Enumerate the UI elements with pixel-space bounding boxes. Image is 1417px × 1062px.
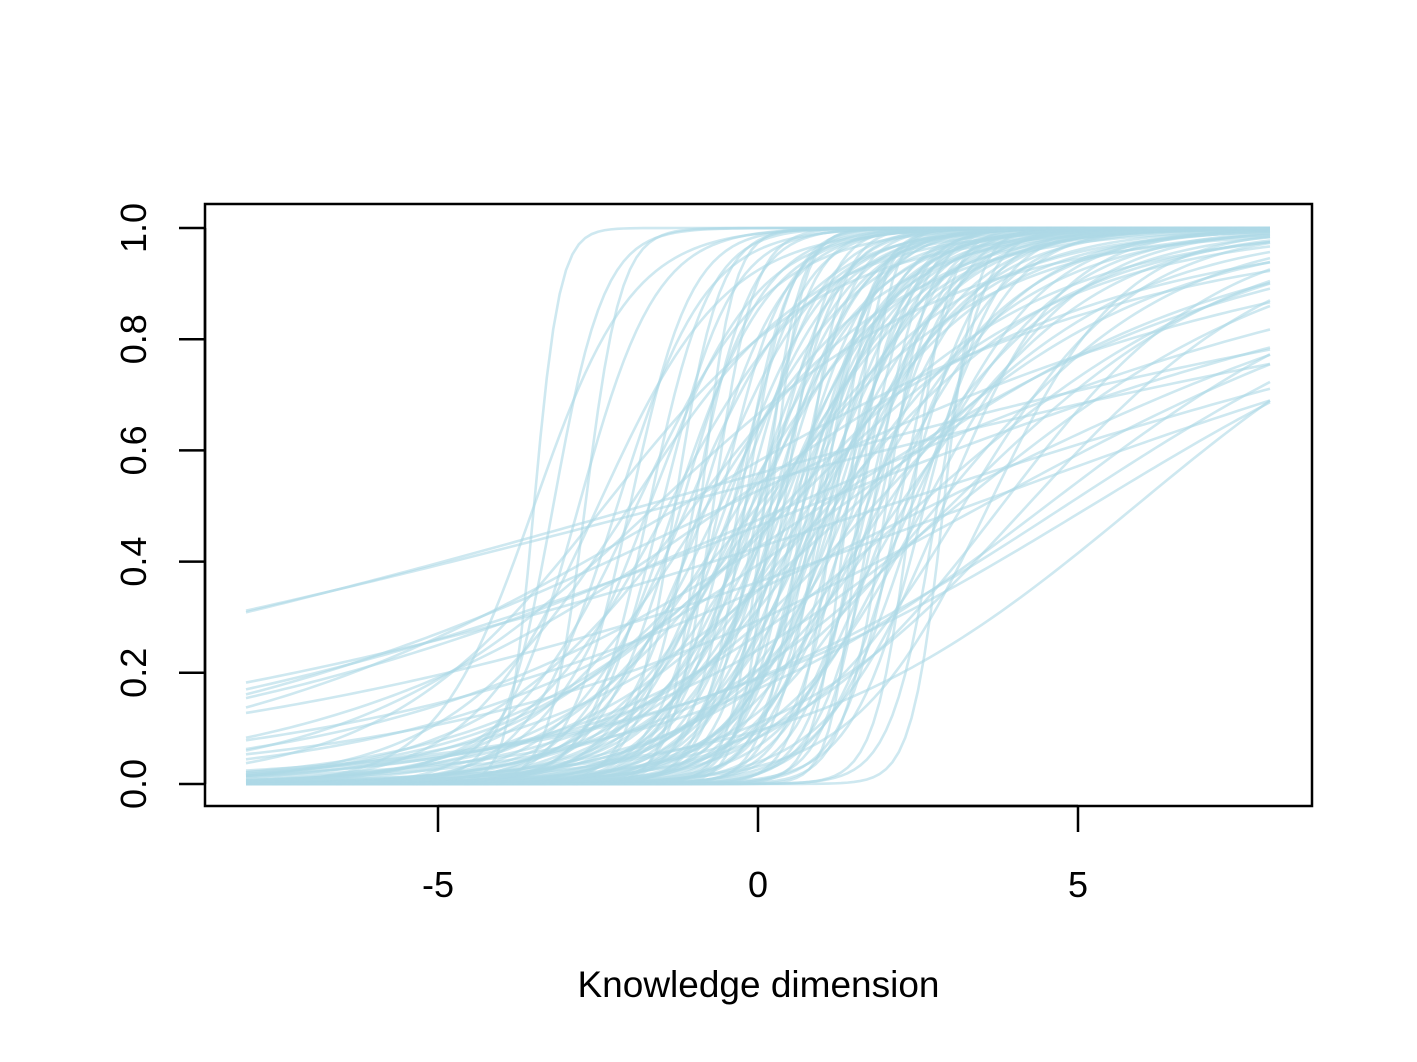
icc-curve-101 [245, 353, 1271, 742]
y-tick-label: 0.4 [113, 537, 154, 587]
y-tick-label: 0.0 [113, 759, 154, 809]
icc-curve-5 [245, 300, 1271, 696]
icc-curve-103 [245, 281, 1271, 761]
x-axis-title: Knowledge dimension [577, 964, 939, 1005]
icc-curve-106 [245, 240, 1271, 776]
icc-curve-104 [245, 304, 1271, 777]
curves-layer [245, 226, 1271, 786]
y-tick-label: 0.8 [113, 314, 154, 364]
y-tick-label: 1.0 [113, 203, 154, 253]
x-tick-label: 5 [1068, 864, 1088, 905]
x-tick-label: -5 [422, 864, 454, 905]
icc-curve-138 [245, 227, 1271, 785]
icc-curve-137 [246, 226, 1270, 786]
x-tick-label: 0 [748, 864, 768, 905]
icc-curve-105 [245, 235, 1271, 752]
icc-curve-4 [245, 328, 1271, 700]
y-tick-label: 0.6 [113, 425, 154, 475]
y-axis: 0.0 0.2 0.4 0.6 0.8 1.0 [113, 203, 207, 809]
x-axis: -5 0 5 [422, 804, 1088, 905]
icc-curve-102 [245, 269, 1271, 709]
y-tick-label: 0.2 [113, 648, 154, 698]
